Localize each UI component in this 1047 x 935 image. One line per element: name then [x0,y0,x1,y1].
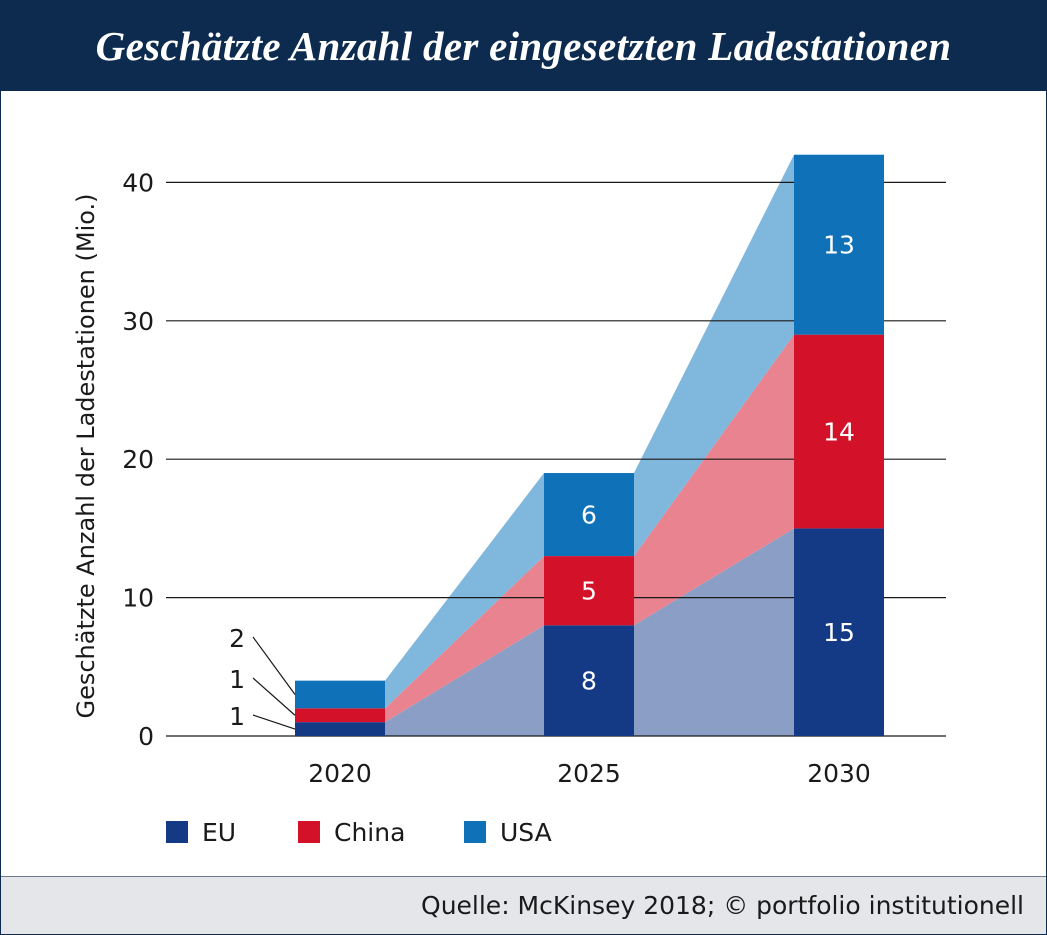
legend-swatch-china [298,821,320,843]
data-label-china-2025: 5 [581,577,597,606]
data-label-usa-2030: 13 [823,231,855,260]
area-eu-1 [634,528,794,736]
bar-usa-2020 [295,680,385,709]
leader-line-usa [252,636,296,695]
y-tick-label: 30 [122,307,154,336]
data-label-eu-2030: 15 [823,618,855,647]
bar-china-2025 [544,556,634,626]
title-bar: Geschätzte Anzahl der eingesetzten Lades… [1,1,1046,91]
connecting-areas [385,154,794,736]
y-ticks: 0 10 20 30 40 [122,168,154,751]
leader-line-eu [252,714,296,730]
legend-label-usa: USA [500,818,552,847]
x-tick-label: 2030 [807,759,871,788]
data-label-eu-2020: 1 [229,702,245,731]
chart-title: Geschätzte Anzahl der eingesetzten Lades… [95,23,952,69]
legend-swatch-usa [464,821,486,843]
y-tick-label: 0 [138,722,154,751]
data-label-usa-2020: 2 [229,624,245,653]
source-note: Quelle: McKinsey 2018; © portfolio insti… [421,891,1024,920]
data-labels: 8 5 6 15 14 13 1 1 2 [229,231,855,731]
y-tick-label: 10 [122,584,154,613]
legend-label-china: China [334,818,405,847]
legend: EU China USA [166,818,552,847]
bars [295,154,884,736]
data-label-china-2030: 14 [823,418,855,447]
area-china-1 [634,334,794,626]
data-label-eu-2025: 8 [581,667,597,696]
legend-swatch-eu [166,821,188,843]
area-usa-0 [385,473,544,709]
y-tick-label: 20 [122,445,154,474]
y-axis-label: Geschätzte Anzahl der Ladestationen (Mio… [72,194,100,719]
bar-eu-2030 [794,528,884,736]
x-tick-label: 2025 [557,759,621,788]
area-eu-0 [385,625,544,736]
area-usa-1 [634,154,794,557]
bar-eu-2020 [295,722,385,736]
bar-usa-2030 [794,154,884,335]
y-tick-label: 40 [122,168,154,197]
data-label-china-2020: 1 [229,665,245,694]
footer: Quelle: McKinsey 2018; © portfolio insti… [1,876,1046,934]
bar-eu-2025 [544,625,634,736]
x-tick-labels: 2020 2025 2030 [308,759,871,788]
bar-china-2030 [794,334,884,529]
legend-label-eu: EU [202,818,236,847]
leader-line-china [252,677,296,716]
bar-china-2020 [295,708,385,723]
x-tick-label: 2020 [308,759,372,788]
data-label-usa-2025: 6 [581,501,597,530]
bar-usa-2025 [544,473,634,557]
